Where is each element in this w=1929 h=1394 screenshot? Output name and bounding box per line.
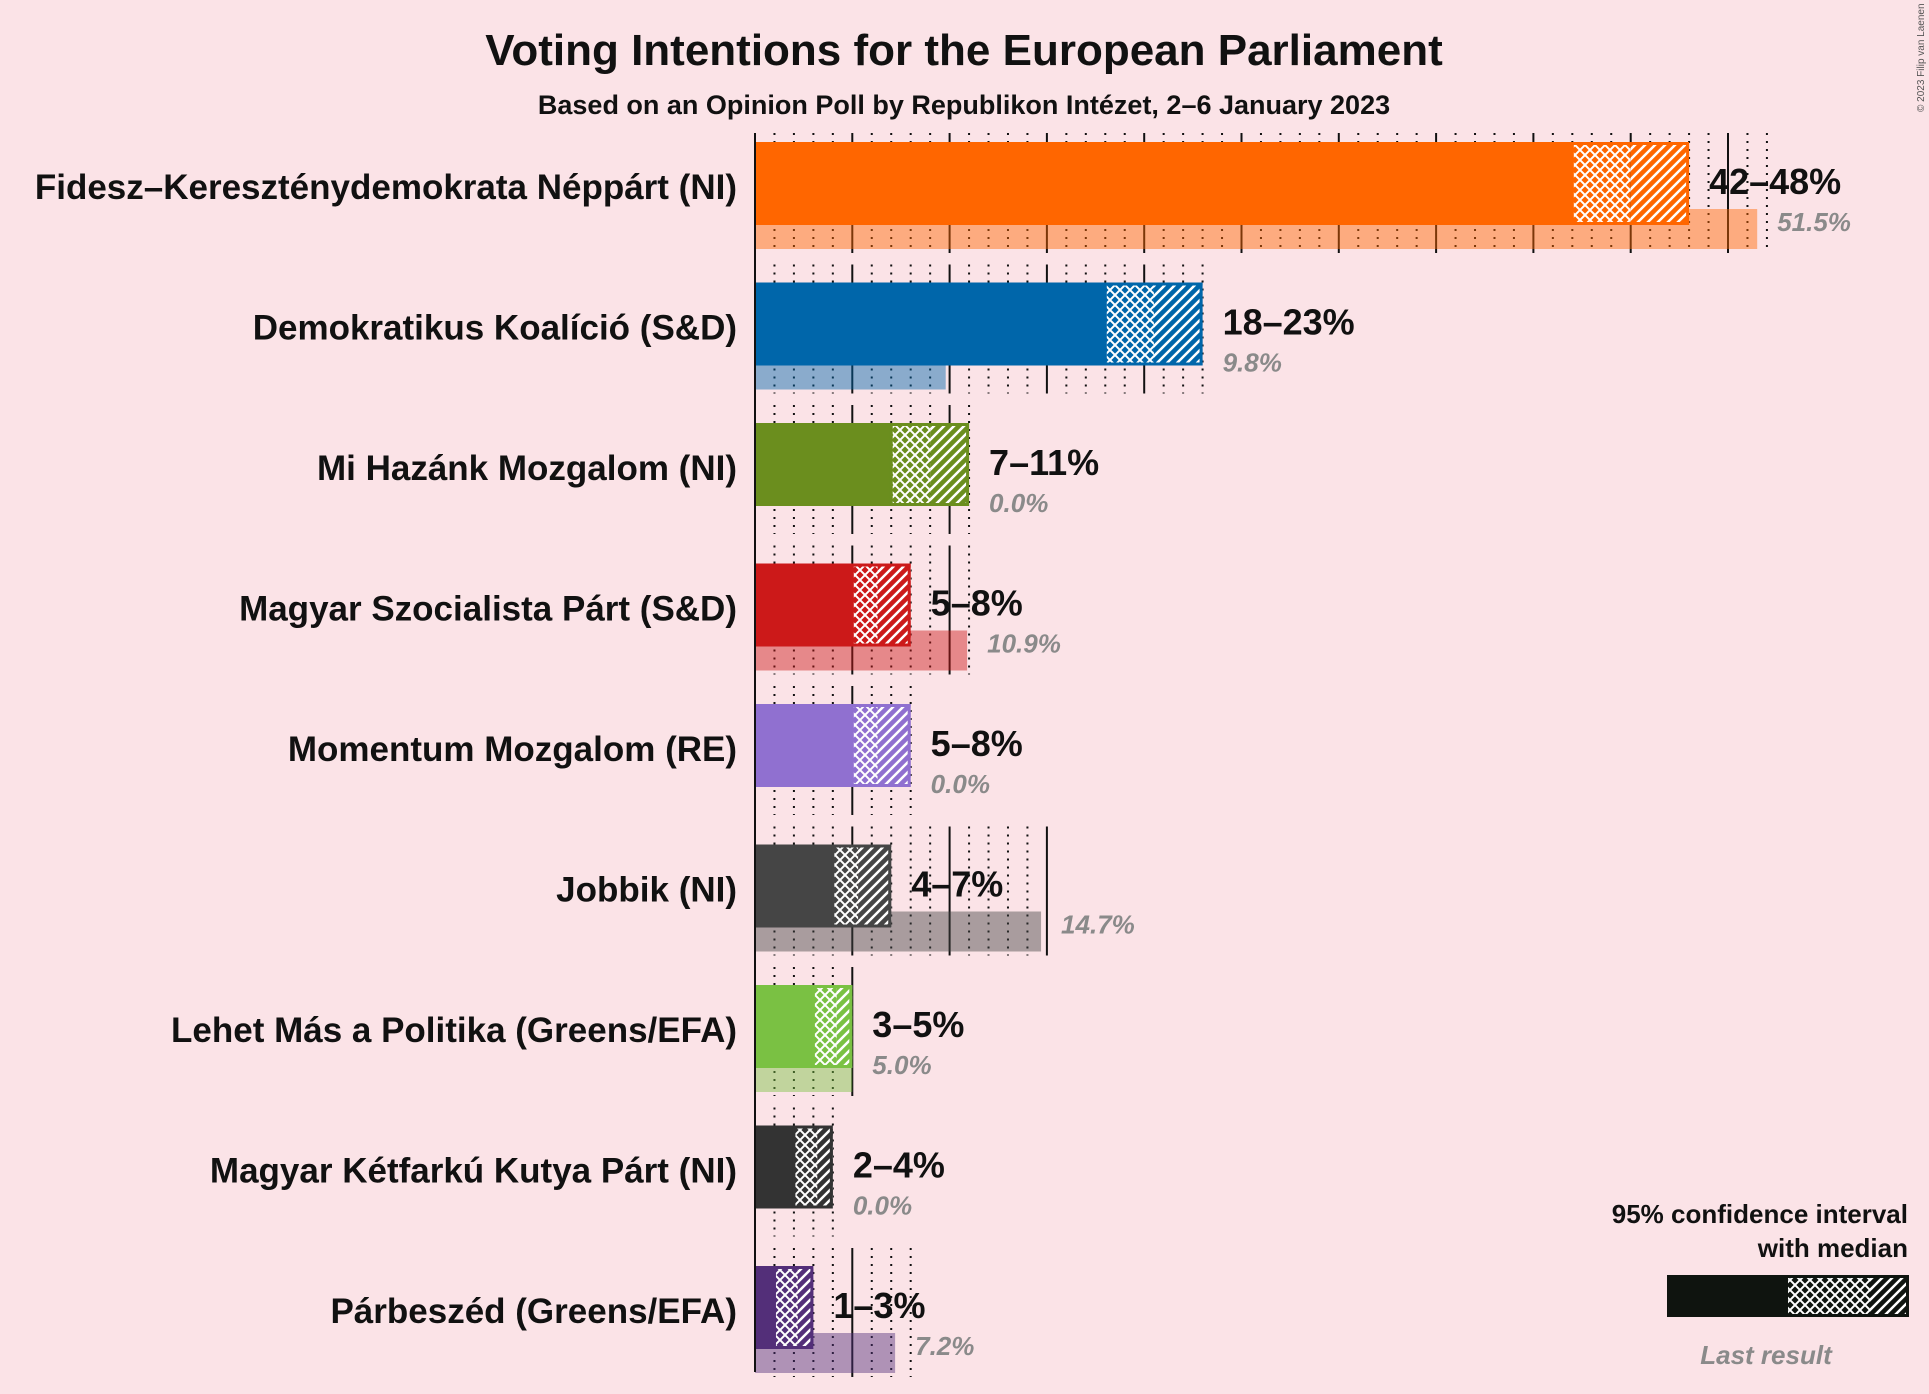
- last-result-label: 0.0%: [931, 769, 990, 799]
- ci-bar-solid: [755, 704, 853, 787]
- ci-bar-lower-hatch: [793, 1125, 818, 1209]
- ci-bar-lower-hatch: [1572, 142, 1631, 225]
- ci-bar-solid: [755, 1266, 775, 1349]
- ci-bar-solid: [755, 844, 833, 928]
- ci-bar-upper-hatch: [797, 1266, 814, 1349]
- party-label: Mi Hazánk Mozgalom (NI): [317, 449, 737, 488]
- ci-bar-outline: [889, 423, 970, 506]
- legend-title-line2: with median: [1757, 1233, 1908, 1263]
- ci-bar-solid: [755, 142, 1573, 225]
- ci-bar-lower-hatch: [852, 704, 878, 787]
- party-label: Momentum Mozgalom (RE): [288, 730, 737, 769]
- party-label: Jobbik (NI): [556, 871, 737, 910]
- range-label: 18–23%: [1223, 302, 1355, 343]
- ci-bar-solid: [755, 423, 892, 506]
- party-label: Lehet Más a Politika (Greens/EFA): [171, 1011, 737, 1050]
- ci-bar-solid: [755, 985, 814, 1068]
- ci-bar-solid: [755, 282, 1106, 366]
- last-result-label: 0.0%: [853, 1191, 912, 1221]
- bars: Fidesz–Kereszténydemokrata Néppárt (NI) 4…: [35, 142, 1851, 1373]
- party-label: Fidesz–Kereszténydemokrata Néppárt (NI): [35, 168, 737, 207]
- ci-bar-lower-hatch: [832, 844, 859, 928]
- last-result-label: 51.5%: [1777, 207, 1851, 237]
- ci-bar-upper-hatch: [858, 844, 892, 928]
- ci-bar-solid: [755, 563, 853, 647]
- range-label: 5–8%: [931, 723, 1023, 764]
- ci-bar-lower-hatch: [891, 423, 931, 506]
- ci-bar-outline: [772, 1266, 814, 1349]
- legend-last-result-label: Last result: [1700, 1340, 1833, 1370]
- ci-bar-lower-hatch: [774, 1266, 798, 1349]
- ci-bar-upper-hatch: [1153, 282, 1203, 366]
- ci-bar-solid: [755, 1125, 794, 1209]
- party-label: Párbeszéd (Greens/EFA): [330, 1292, 737, 1331]
- legend: 95% confidence interval with median Last…: [1612, 1199, 1909, 1370]
- range-label: 2–4%: [853, 1145, 945, 1186]
- last-result-label: 0.0%: [989, 488, 1048, 518]
- ci-bar-outline: [850, 563, 911, 647]
- last-result-label: 14.7%: [1061, 910, 1135, 940]
- legend-title-line1: 95% confidence interval: [1612, 1199, 1908, 1229]
- ci-bar-outline: [811, 985, 853, 1068]
- party-label: Magyar Szocialista Párt (S&D): [239, 590, 737, 629]
- range-label: 42–48%: [1709, 161, 1841, 202]
- last-result-label: 9.8%: [1223, 348, 1282, 378]
- ci-bar-outline: [1103, 282, 1203, 366]
- ci-bar-outline: [850, 704, 911, 787]
- party-label: Demokratikus Koalíció (S&D): [253, 309, 737, 348]
- legend-ci-outline: [1667, 1275, 1909, 1317]
- copyright-note: © 2023 Filip van Laenen: [1916, 3, 1927, 112]
- ci-bar-outline: [792, 1125, 833, 1209]
- range-label: 5–8%: [931, 583, 1023, 624]
- ci-bar-lower-hatch: [813, 985, 837, 1068]
- ci-bar-outline: [831, 844, 892, 928]
- range-label: 3–5%: [872, 1004, 964, 1045]
- legend-ci-diagonal-hatch: [1870, 1275, 1909, 1317]
- last-result-label: 10.9%: [987, 629, 1061, 659]
- ci-bar-lower-hatch: [852, 563, 878, 647]
- ci-bar-upper-hatch: [930, 423, 970, 506]
- ci-bar-upper-hatch: [877, 704, 911, 787]
- ci-bar-upper-hatch: [836, 985, 853, 1068]
- party-label: Magyar Kétfarkú Kutya Párt (NI): [210, 1152, 737, 1191]
- last-result-label: 7.2%: [915, 1331, 974, 1361]
- ci-bar-outline: [1570, 142, 1690, 225]
- ci-bar-upper-hatch: [1630, 142, 1690, 225]
- ci-bar-upper-hatch: [877, 563, 911, 647]
- ci-bar-lower-hatch: [1105, 282, 1154, 366]
- range-label: 4–7%: [911, 864, 1003, 905]
- legend-ci-cross-hatch: [1788, 1275, 1870, 1317]
- range-label: 7–11%: [989, 442, 1099, 483]
- ci-bar-upper-hatch: [817, 1125, 833, 1209]
- last-result-label: 5.0%: [872, 1050, 931, 1080]
- chart-title: Voting Intentions for the European Parli…: [485, 26, 1443, 75]
- chart-subtitle: Based on an Opinion Poll by Republikon I…: [538, 90, 1390, 120]
- range-label: 1–3%: [833, 1285, 925, 1326]
